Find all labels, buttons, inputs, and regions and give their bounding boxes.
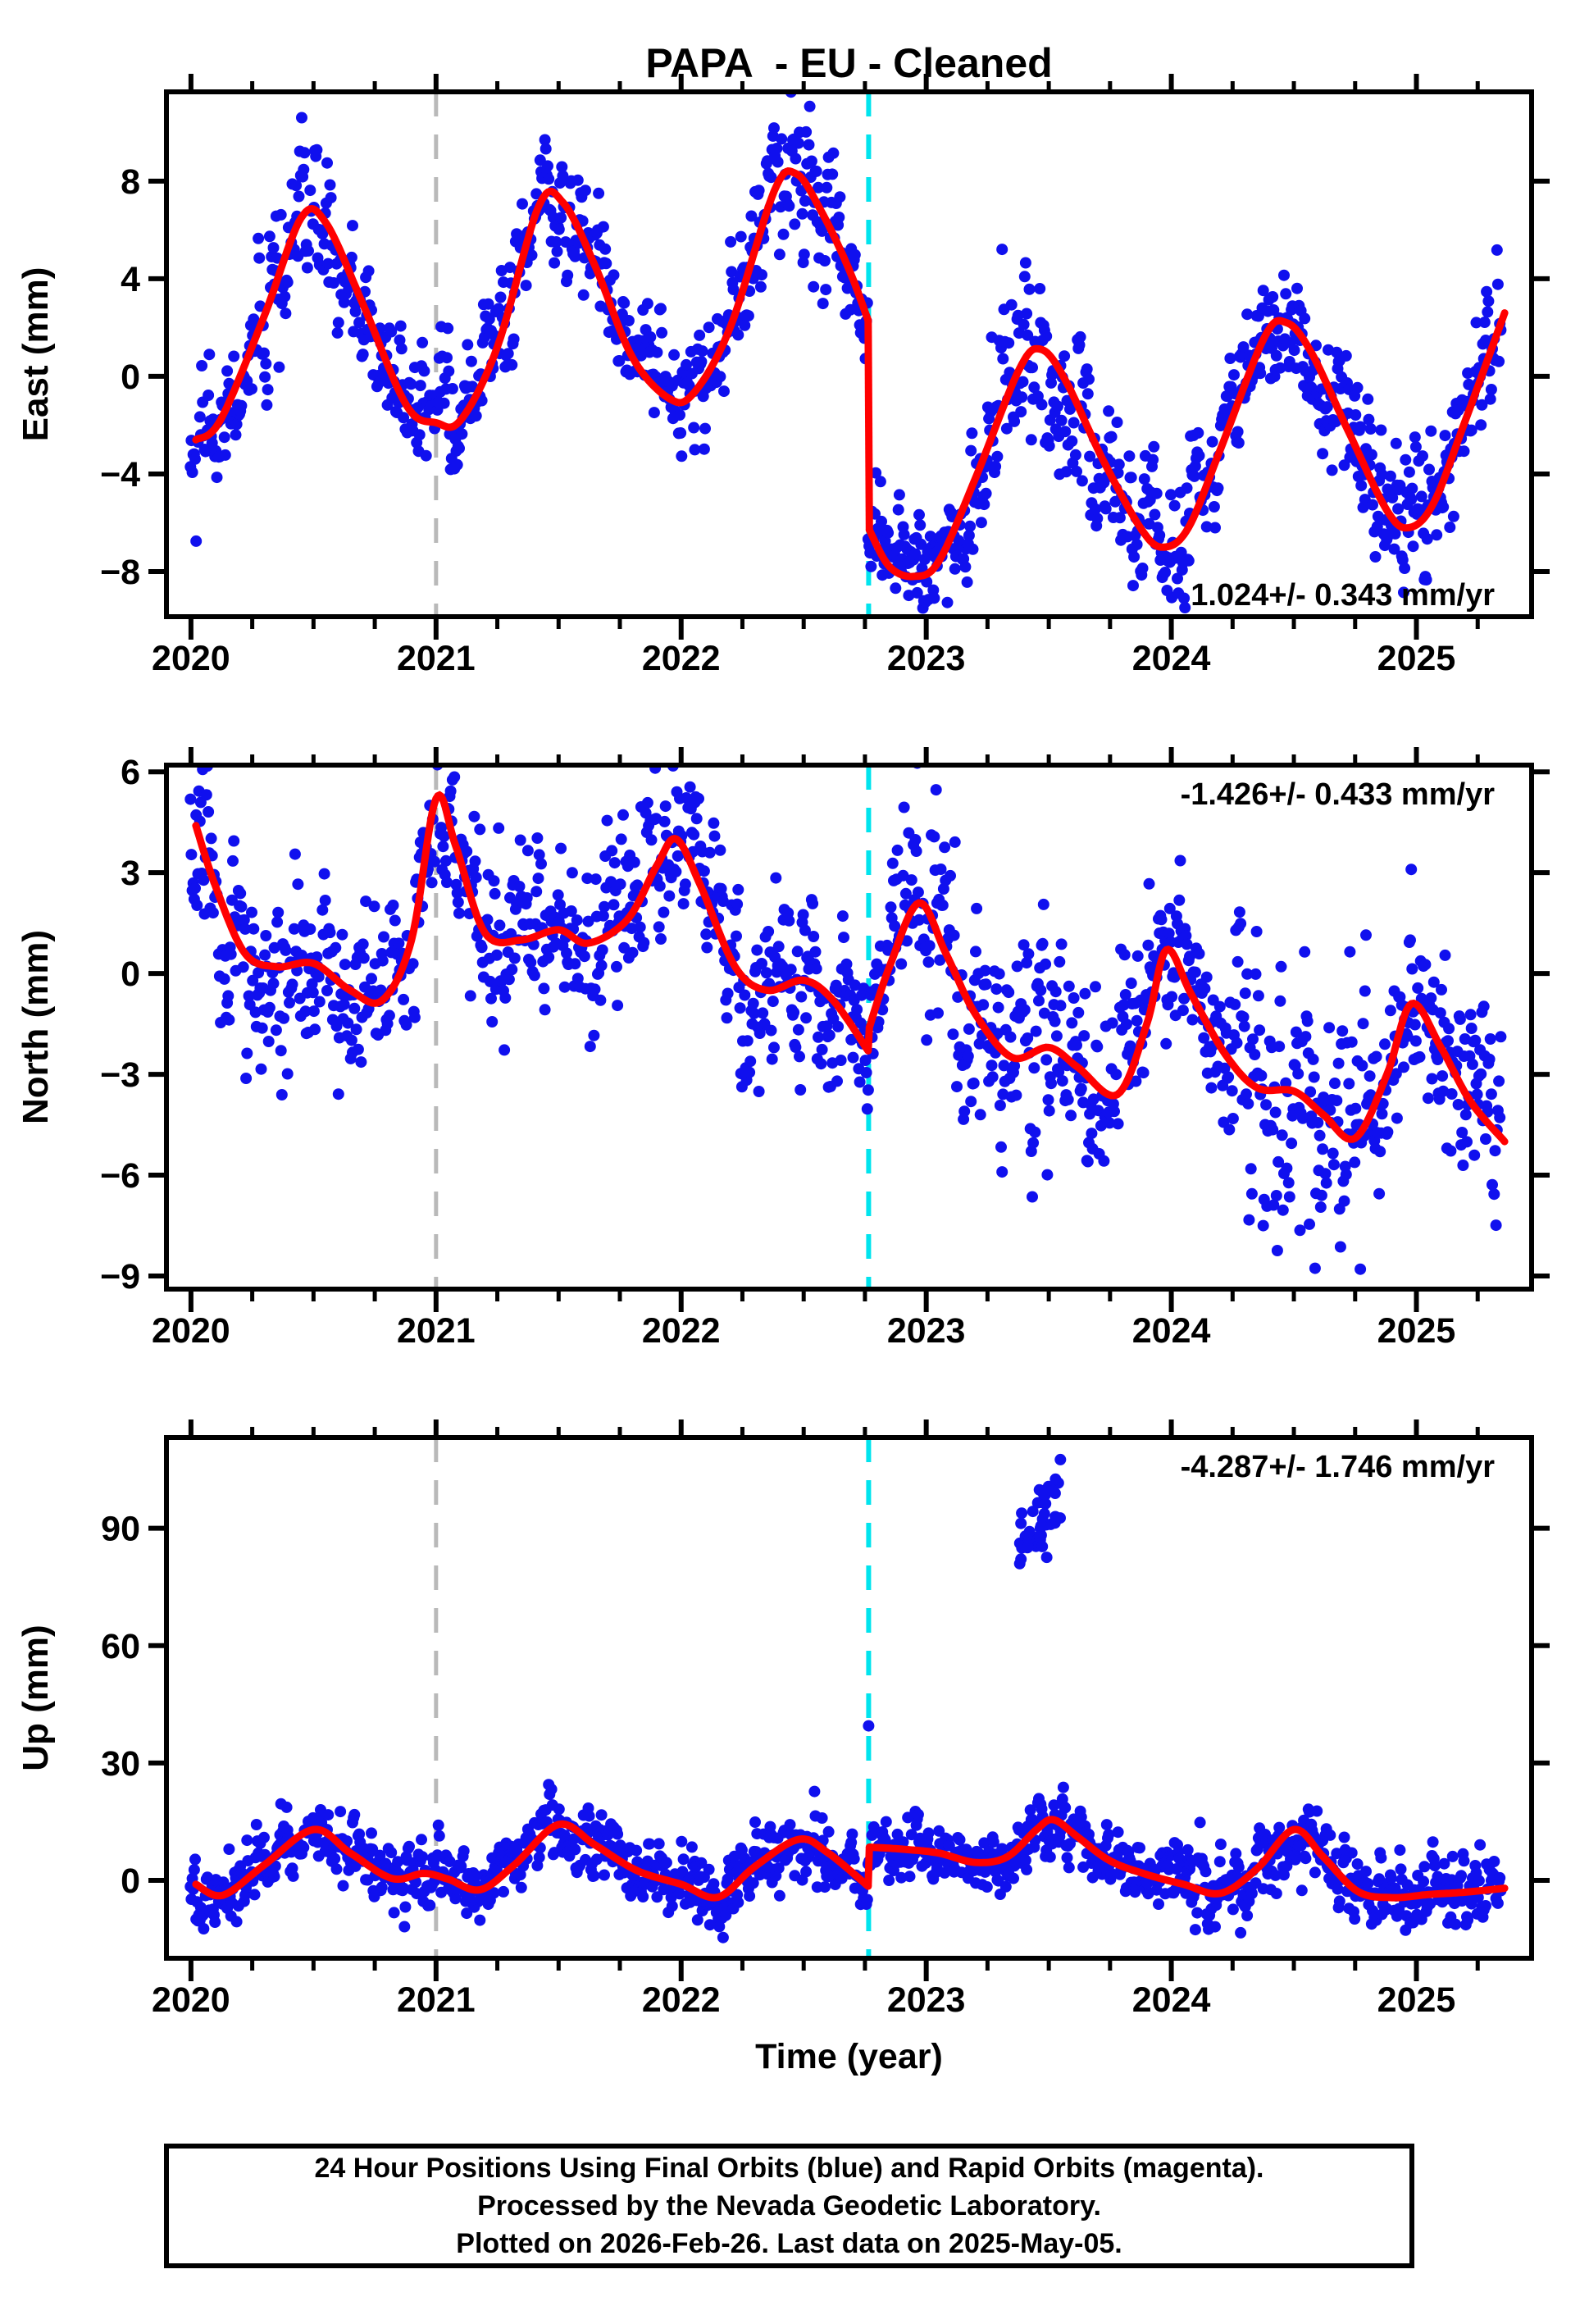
caption-line-2: Processed by the Nevada Geodetic Laborat… xyxy=(477,2190,1101,2221)
east-x-tick-labels: 2020 2021 2022 2023 2024 2025 xyxy=(152,639,1455,678)
svg-text:−9: −9 xyxy=(100,1257,140,1296)
svg-text:2021: 2021 xyxy=(397,1980,476,2020)
svg-text:2025: 2025 xyxy=(1377,639,1456,678)
svg-text:2020: 2020 xyxy=(152,1311,230,1351)
svg-text:−8: −8 xyxy=(100,553,140,592)
svg-text:0: 0 xyxy=(121,1861,140,1901)
up-isolated-outlier xyxy=(863,1720,875,1732)
svg-text:0: 0 xyxy=(121,955,140,994)
east-axis-label: East (mm) xyxy=(16,267,56,442)
caption-box: 24 Hour Positions Using Final Orbits (bl… xyxy=(164,2144,1414,2268)
svg-text:−4: −4 xyxy=(100,455,140,494)
svg-text:2024: 2024 xyxy=(1132,639,1211,678)
svg-text:2020: 2020 xyxy=(152,1980,230,2020)
svg-text:6: 6 xyxy=(121,753,140,792)
svg-text:2022: 2022 xyxy=(642,1311,721,1351)
north-frame xyxy=(164,763,1534,1292)
north-ticks xyxy=(148,747,1550,1312)
north-x-tick-labels: 2020 2021 2022 2023 2024 2025 xyxy=(152,1311,1455,1351)
east-model-curve xyxy=(192,167,1509,581)
caption-line-1: 24 Hour Positions Using Final Orbits (bl… xyxy=(314,2153,1264,2184)
svg-text:2024: 2024 xyxy=(1132,1311,1211,1351)
svg-text:2020: 2020 xyxy=(152,639,230,678)
plot-title: PAPA - EU - Cleaned xyxy=(645,40,1053,86)
east-ticks xyxy=(148,74,1550,640)
east-y-tick-labels: 8 4 0 −4 −8 xyxy=(100,162,140,592)
svg-text:−3: −3 xyxy=(100,1055,140,1095)
up-model-curve xyxy=(192,1816,1509,1902)
east-frame xyxy=(164,89,1534,619)
x-axis-title: Time (year) xyxy=(755,2037,943,2076)
up-rate-annotation: -4.287+/- 1.746 mm/yr xyxy=(1181,1450,1496,1484)
svg-text:−6: −6 xyxy=(100,1156,140,1196)
north-y-tick-labels: 6 3 0 −3 −6 −9 xyxy=(100,753,140,1296)
north-rate-annotation: -1.426+/- 0.433 mm/yr xyxy=(1181,777,1496,812)
up-y-tick-labels: 90 60 30 0 xyxy=(101,1510,140,1901)
up-frame xyxy=(164,1435,1534,1961)
up-outlier-cluster xyxy=(1013,1453,1067,1570)
svg-text:3: 3 xyxy=(121,854,140,893)
svg-text:8: 8 xyxy=(121,162,140,202)
svg-text:2022: 2022 xyxy=(642,1980,721,2020)
svg-text:2023: 2023 xyxy=(887,1980,966,2020)
svg-text:0: 0 xyxy=(121,358,140,397)
svg-text:4: 4 xyxy=(121,260,140,299)
svg-text:60: 60 xyxy=(101,1627,140,1666)
svg-text:2021: 2021 xyxy=(397,1311,476,1351)
east-scatter-points xyxy=(184,92,1507,614)
svg-text:2022: 2022 xyxy=(642,639,721,678)
caption-line-3: Plotted on 2026-Feb-26. Last data on 202… xyxy=(456,2228,1122,2259)
up-scatter-points xyxy=(184,1779,1507,1944)
east-rate-annotation: 1.024+/- 0.343 mm/yr xyxy=(1191,578,1495,613)
north-panel: 2020 2021 2022 2023 2024 2025 6 3 0 −3 −6 −9 North (… xyxy=(16,747,1550,1351)
north-model-curve xyxy=(192,791,1509,1146)
svg-text:90: 90 xyxy=(101,1510,140,1549)
up-panel: 2020 2021 2022 2023 2024 2025 90 60 30 0 Up (mm) -4… xyxy=(16,1419,1550,2020)
svg-text:2024: 2024 xyxy=(1132,1980,1211,2020)
svg-text:2021: 2021 xyxy=(397,639,476,678)
east-panel: 2020 2021 2022 2023 2024 2025 8 4 0 −4 −8 East (mm)… xyxy=(16,74,1550,678)
up-axis-label: Up (mm) xyxy=(16,1625,56,1770)
svg-text:2025: 2025 xyxy=(1377,1311,1456,1351)
svg-text:2025: 2025 xyxy=(1377,1980,1456,2020)
svg-text:2023: 2023 xyxy=(887,639,966,678)
svg-text:30: 30 xyxy=(101,1744,140,1784)
up-x-tick-labels: 2020 2021 2022 2023 2024 2025 xyxy=(152,1980,1455,2020)
up-ticks xyxy=(148,1419,1550,1981)
north-axis-label: North (mm) xyxy=(16,930,56,1124)
svg-text:2023: 2023 xyxy=(887,1311,966,1351)
